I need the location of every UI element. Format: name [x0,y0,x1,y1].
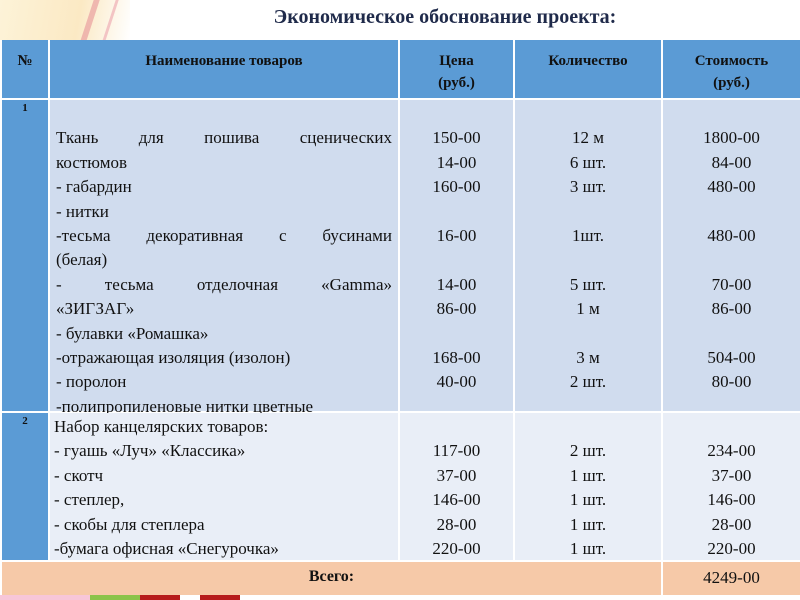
cell-line: - булавки «Ромашка» [56,323,209,343]
cell-line: 220-00 [432,538,481,558]
cell-line [400,248,513,272]
cell-line: 28-00 [436,514,477,534]
row-1-qty: 12 м 6 шт. 3 шт. 1шт. 5 шт. 1 м 3 м 2 шт. [515,100,661,411]
cell-line: -тесьма декоративная с бусинами [56,225,392,245]
cell-line [515,322,661,346]
cell-line: 1 шт. [569,465,607,485]
cell-line [400,322,513,346]
cell-line: -отражающая изоляция (изолон) [56,347,291,367]
row-2-qty: 2 шт. 1 шт. 1 шт. 1 шт. 1 шт. [515,413,661,560]
cell-line: 16-00 [436,225,477,245]
cell-line: 80-00 [711,372,752,392]
cell-line: 504-00 [707,347,756,367]
decoration-bottom [0,595,800,600]
row-1-cost: 1800-00 84-00 480-00 480-00 70-00 86-00 504-00… [663,100,800,411]
cell-line: 1 шт. [569,514,607,534]
cell-line: 2 шт. [569,372,607,392]
row-1-name: Ткань для пошива сценических костюмов - га… [50,100,398,416]
cell-line: 86-00 [436,299,477,319]
row-2-num: 2 [2,413,48,560]
total-label: Всего: [2,562,661,595]
cell-line: 1 шт. [569,538,607,558]
cell-line [400,415,513,439]
cell-line [663,102,800,126]
cell-line: 6 шт. [569,152,607,172]
cell-line: 84-00 [711,152,752,172]
cell-line: - гуашь «Луч» «Классика» [54,441,246,461]
row-1-price: 150-00 14-00 160-00 16-00 14-00 86-00 168-00 40… [400,100,513,411]
cell-line: 150-00 [432,128,481,148]
cell-line: 3 м [576,347,600,367]
cell-line: 234-00 [707,441,756,461]
cell-line: 1800-00 [703,128,760,148]
cell-line: костюмов [56,152,128,172]
row-2-price: 117-00 37-00 146-00 28-00 220-00 [400,413,513,560]
cell-line: 146-00 [432,490,481,510]
cell-line [663,248,800,272]
cell-line: (белая) [56,250,108,270]
cell-line: 220-00 [707,538,756,558]
total-value: 4249-00 [663,562,800,595]
cell-line: 146-00 [707,490,756,510]
cell-line: Ткань для пошива сценических [56,128,392,148]
cell-line: 40-00 [436,372,477,392]
cell-line [515,248,661,272]
cell-line [515,415,661,439]
header-num: № [2,40,48,98]
cell-line [400,102,513,126]
cell-line [663,322,800,346]
cell-line: 3 шт. [569,177,607,197]
header-cost: Стоимость (руб.) [663,40,800,98]
cell-line: - габардин [56,177,132,197]
row-1-num: 1 [2,100,48,411]
page-title: Экономическое обоснование проекта: [273,6,617,28]
cell-line: - нитки [56,201,109,221]
cell-line: «ЗИГЗАГ» [56,299,135,319]
cell-line: -бумага офисная «Снегурочка» [54,538,279,558]
cell-line: 37-00 [436,465,477,485]
cell-line [515,200,661,224]
cell-line: 1 шт. [569,490,607,510]
header-qty: Количество [515,40,661,98]
row-2-name: Набор канцелярских товаров: - гуашь «Луч… [50,413,398,560]
cell-line: 2 шт. [569,441,607,461]
cell-line: 168-00 [432,347,481,367]
cell-line: -полипропиленовые нитки цветные [56,396,314,416]
cell-line: - скобы для степлера [54,514,205,534]
row-2-cost: 234-00 37-00 146-00 28-00 220-00 [663,413,800,560]
cell-line: 117-00 [432,441,481,461]
cell-line: 160-00 [432,177,481,197]
cell-line: 14-00 [436,274,477,294]
cell-line: - скотч [54,465,104,485]
header-name: Наименование товаров [50,40,398,98]
cell-line: - тесьма отделочная «Gamma» [56,274,392,294]
cell-line: 5 шт. [569,274,607,294]
cell-line: Набор канцелярских товаров: [54,417,269,436]
cell-line [663,200,800,224]
cell-line: 70-00 [711,274,752,294]
header-price: Цена (руб.) [400,40,513,98]
cell-line: 480-00 [707,225,756,245]
cell-line: 86-00 [711,299,752,319]
cell-line: - степлер, [54,490,125,510]
cell-line [400,200,513,224]
cell-line: 28-00 [711,514,752,534]
cell-line: - поролон [56,372,127,392]
cell-line: 480-00 [707,177,756,197]
cell-line [663,415,800,439]
cell-line: 14-00 [436,152,477,172]
cell-line: 37-00 [711,465,752,485]
cell-line [56,102,392,126]
cell-line: 12 м [571,128,604,148]
cell-line: 1шт. [572,225,604,245]
cell-line: 1 м [576,299,600,319]
cell-line [515,102,661,126]
